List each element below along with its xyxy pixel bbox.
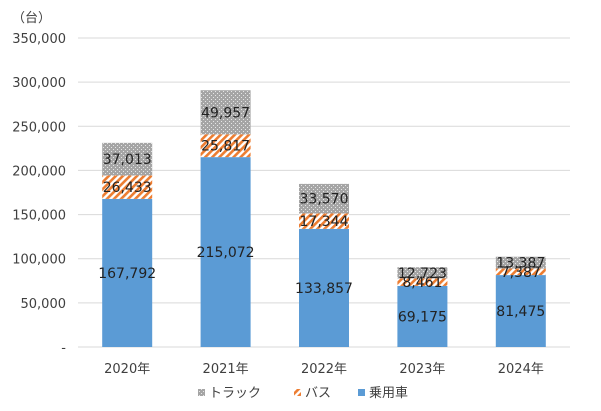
data-label: 167,792 <box>98 266 156 282</box>
x-tick-label: 2021年 <box>203 362 249 377</box>
bars <box>102 90 546 347</box>
y-tick-label: 200,000 <box>12 164 66 179</box>
bar-segment <box>495 275 546 347</box>
legend-label: バス <box>305 386 331 401</box>
y-axis-ticks: - 50,000 100,000 150,000 200,000 250,000 300,0… <box>12 32 66 356</box>
legend-swatch <box>358 389 365 396</box>
bar-segment <box>495 256 546 269</box>
y-tick-label: - <box>61 341 66 356</box>
data-labels: 167,792 26,433 37,013 215,072 25,817 49,957 13… <box>98 105 545 325</box>
data-label: 37,013 <box>103 152 152 168</box>
data-label: 69,175 <box>398 309 447 325</box>
y-tick-label: 50,000 <box>21 297 67 312</box>
y-tick-label: 150,000 <box>12 209 66 224</box>
data-label: 49,957 <box>201 105 250 121</box>
x-tick-label: 2023年 <box>399 362 445 377</box>
y-tick-label: 300,000 <box>12 76 66 91</box>
bar-segment <box>299 183 349 214</box>
legend-label: 乗用車 <box>369 386 408 401</box>
data-label: 12,723 <box>398 266 447 282</box>
data-label: 81,475 <box>496 304 545 320</box>
data-label: 8,461 <box>402 275 442 291</box>
data-label: 7,387 <box>501 265 541 281</box>
x-tick-label: 2024年 <box>498 362 544 377</box>
bar-segment <box>397 267 448 279</box>
data-label: 215,072 <box>197 245 255 261</box>
bar-segment <box>299 228 349 347</box>
bar-segment <box>200 90 251 135</box>
data-label: 25,817 <box>201 139 250 155</box>
x-tick-label: 2020年 <box>104 362 150 377</box>
data-label: 33,570 <box>300 192 349 208</box>
bar-segment <box>102 142 153 176</box>
y-tick-label: 250,000 <box>12 120 66 135</box>
bar-segment <box>102 198 153 347</box>
bar-segment <box>299 213 349 229</box>
data-label: 17,344 <box>300 214 349 230</box>
y-tick-label: 350,000 <box>12 32 66 47</box>
data-label: 26,433 <box>103 180 152 196</box>
bar-segment <box>200 157 251 347</box>
legend-swatch <box>198 389 205 396</box>
x-axis-ticks: 2020年 2021年 2022年 2023年 2024年 <box>104 362 544 377</box>
bar-segment <box>200 134 251 158</box>
legend-swatch <box>294 389 301 396</box>
y-unit-label: （台） <box>12 11 51 26</box>
bar-segment <box>495 268 546 276</box>
data-label: 13,387 <box>496 256 545 272</box>
x-tick-label: 2022年 <box>301 362 347 377</box>
y-tick-label: 100,000 <box>12 253 66 268</box>
bar-segment <box>397 285 448 347</box>
legend-label: トラック <box>209 386 261 401</box>
bar-segment <box>397 278 448 286</box>
data-label: 133,857 <box>295 281 353 297</box>
legend: トラック バス 乗用車 <box>198 386 408 401</box>
bar-segment <box>102 175 153 199</box>
